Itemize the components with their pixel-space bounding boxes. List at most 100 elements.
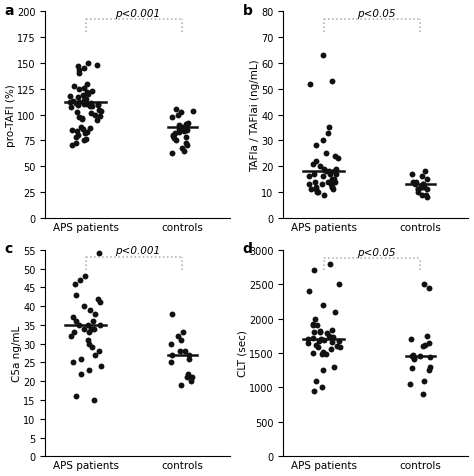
Point (88, 88, 96, 95)
Point (317, 336, 325, 343)
Point (325, 333, 333, 341)
Text: p<0.05: p<0.05 (356, 247, 395, 257)
Point (182, 140, 190, 148)
Point (68, 142, 76, 150)
Point (189, 109, 197, 116)
Point (75, 321, 82, 329)
Point (322, 150, 329, 158)
Y-axis label: pro-TAFI (%): pro-TAFI (%) (6, 84, 16, 147)
Point (328, 78, 336, 86)
Point (334, 343, 341, 350)
Point (331, 308, 339, 316)
Point (81, 325, 88, 333)
Point (182, 125, 190, 132)
Point (174, 111, 182, 119)
Point (175, 126, 183, 133)
Point (409, 352, 416, 360)
Point (86, 329, 93, 337)
Point (419, 343, 427, 350)
Point (185, 351, 193, 359)
Point (310, 267, 318, 275)
Text: p<0.05: p<0.05 (356, 9, 395, 19)
Point (328, 327, 336, 335)
Point (96, 347, 103, 355)
Point (87, 103, 94, 111)
Point (309, 321, 317, 329)
Point (84, 60, 92, 68)
Point (318, 384, 326, 391)
Point (410, 354, 418, 362)
Point (422, 168, 429, 176)
Point (67, 333, 75, 340)
Point (82, 136, 90, 144)
Point (77, 124, 85, 131)
Point (420, 184, 428, 191)
Text: b: b (243, 4, 253, 18)
Point (172, 137, 180, 145)
Point (177, 109, 185, 117)
Point (310, 387, 318, 395)
Point (168, 310, 175, 317)
Point (83, 89, 91, 97)
Point (423, 194, 430, 201)
Point (332, 166, 340, 173)
Point (420, 377, 428, 385)
Point (408, 365, 415, 372)
Point (77, 370, 85, 377)
Point (81, 130, 88, 138)
Point (182, 347, 189, 355)
Point (310, 171, 318, 178)
Point (305, 173, 312, 181)
Point (69, 314, 77, 321)
Point (87, 110, 95, 118)
Point (330, 363, 337, 371)
Point (97, 109, 105, 116)
Point (327, 181, 334, 188)
Point (178, 124, 186, 131)
Y-axis label: C5a ng/mL: C5a ng/mL (12, 325, 22, 381)
Point (77, 355, 85, 363)
Point (336, 281, 343, 288)
Point (414, 189, 422, 197)
Point (169, 132, 176, 139)
Point (81, 65, 88, 73)
Point (66, 93, 74, 100)
Point (81, 97, 88, 105)
Point (72, 140, 80, 148)
Point (186, 355, 193, 363)
Point (320, 191, 328, 199)
Point (419, 181, 427, 188)
Point (175, 129, 182, 137)
Point (94, 295, 102, 303)
Point (425, 339, 432, 347)
Point (316, 329, 324, 337)
Point (407, 336, 415, 343)
Point (319, 301, 327, 309)
Point (419, 191, 426, 199)
Point (310, 160, 317, 168)
Point (69, 127, 76, 135)
Point (317, 327, 324, 335)
Point (427, 354, 434, 361)
Point (183, 142, 191, 150)
Point (333, 171, 340, 178)
Point (172, 130, 179, 138)
Point (419, 173, 426, 181)
Point (319, 348, 327, 356)
Point (69, 359, 77, 367)
Point (96, 321, 104, 329)
Point (97, 299, 104, 307)
Point (94, 102, 102, 110)
Point (312, 184, 320, 191)
Point (309, 349, 317, 357)
Point (416, 353, 423, 360)
Point (319, 52, 327, 60)
Point (70, 329, 78, 337)
Point (419, 181, 427, 188)
Point (183, 374, 191, 381)
Point (311, 178, 319, 186)
Point (72, 317, 80, 325)
Point (78, 116, 85, 123)
Point (94, 101, 102, 109)
Point (178, 144, 185, 152)
